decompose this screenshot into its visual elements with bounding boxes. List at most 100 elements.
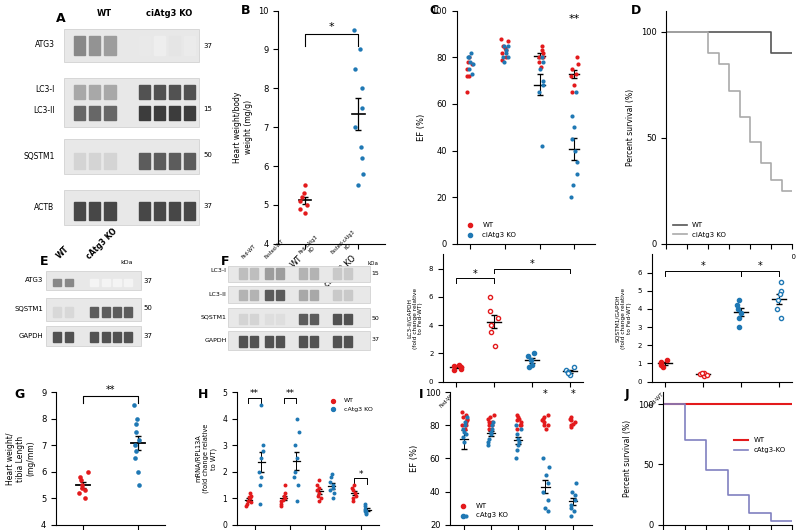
Point <box>538 413 550 421</box>
ciAtg3 KO <box>693 29 702 35</box>
Legend: WT, cAtg3-KO: WT, cAtg3-KO <box>731 435 789 456</box>
Text: *: * <box>543 389 548 399</box>
Text: SQSTM1: SQSTM1 <box>14 306 43 312</box>
Point <box>358 499 371 508</box>
Point <box>510 421 523 429</box>
Point <box>566 65 578 73</box>
Point <box>536 414 549 423</box>
Point <box>536 416 549 425</box>
Point <box>288 467 301 476</box>
Bar <box>276 314 284 324</box>
Text: ACTB: ACTB <box>34 203 54 212</box>
Point <box>486 421 498 429</box>
WT <box>658 401 668 408</box>
cAtg3-KO <box>744 509 754 516</box>
ciAtg3 KO <box>735 113 745 120</box>
Point <box>294 205 306 213</box>
Point <box>770 305 783 313</box>
Point <box>349 65 362 73</box>
Point <box>324 478 337 487</box>
Y-axis label: Heart weight/body
weight (mg/g): Heart weight/body weight (mg/g) <box>233 92 253 163</box>
Y-axis label: Heart weight/
tibia Length
(mg/mm): Heart weight/ tibia Length (mg/mm) <box>6 432 35 485</box>
Point <box>245 491 258 500</box>
Point <box>527 349 540 358</box>
Point <box>239 502 252 510</box>
Bar <box>169 85 180 99</box>
Text: *: * <box>530 259 534 269</box>
Point <box>654 359 667 368</box>
Point <box>462 65 475 73</box>
Point <box>298 189 310 198</box>
cAtg3-KO <box>723 491 733 498</box>
Point <box>295 193 308 201</box>
Point <box>455 421 468 429</box>
Point <box>512 414 525 423</box>
Point <box>570 53 583 61</box>
Point <box>459 418 472 426</box>
Point <box>538 418 550 426</box>
Point <box>328 489 341 497</box>
Point <box>515 425 528 433</box>
Point <box>533 88 546 96</box>
Point <box>488 342 501 350</box>
Point <box>514 421 527 429</box>
Text: 50: 50 <box>143 305 152 311</box>
Point <box>358 505 371 513</box>
Point <box>354 143 367 151</box>
Bar <box>113 306 121 317</box>
Text: A: A <box>56 12 66 25</box>
Bar <box>228 308 370 327</box>
Point <box>526 360 538 369</box>
Y-axis label: Percent survival (%): Percent survival (%) <box>623 420 632 497</box>
Line: ciAtg3 KO: ciAtg3 KO <box>666 32 792 191</box>
Bar <box>333 314 341 324</box>
Point <box>535 41 548 50</box>
Bar <box>74 202 86 220</box>
Point <box>354 45 366 54</box>
Text: WT: WT <box>97 8 112 17</box>
Point <box>566 111 578 120</box>
Point <box>733 314 746 322</box>
Point <box>485 428 498 436</box>
Bar <box>333 290 341 300</box>
Point <box>298 208 311 217</box>
Point <box>511 425 524 433</box>
Text: F: F <box>221 255 229 268</box>
Point <box>492 314 505 322</box>
Point <box>570 479 582 488</box>
Point <box>131 467 144 476</box>
Point <box>326 483 339 492</box>
Text: *: * <box>473 269 478 279</box>
Point <box>455 408 468 417</box>
Bar <box>104 153 115 169</box>
Point <box>565 416 578 425</box>
Point <box>346 497 359 505</box>
Bar <box>63 29 199 62</box>
cAtg3-KO <box>702 467 711 474</box>
Point <box>460 65 473 73</box>
Text: *: * <box>758 261 762 271</box>
Point <box>730 301 743 310</box>
Bar <box>184 106 195 120</box>
Point <box>571 170 584 178</box>
Point <box>731 305 744 313</box>
Bar <box>250 337 258 347</box>
Point <box>133 436 146 444</box>
Point <box>462 53 475 61</box>
Text: H: H <box>198 388 208 401</box>
Point <box>565 193 578 201</box>
Point <box>127 401 140 410</box>
Point <box>294 197 306 205</box>
ciAtg3 KO <box>725 88 734 94</box>
Point <box>277 491 290 500</box>
Point <box>78 486 91 494</box>
Point <box>82 467 94 476</box>
Point <box>563 370 576 379</box>
Point <box>75 481 88 489</box>
Point <box>293 428 306 436</box>
Point <box>73 489 86 497</box>
Point <box>567 507 580 516</box>
Point <box>254 473 267 481</box>
Point <box>565 504 578 513</box>
Bar <box>89 153 101 169</box>
